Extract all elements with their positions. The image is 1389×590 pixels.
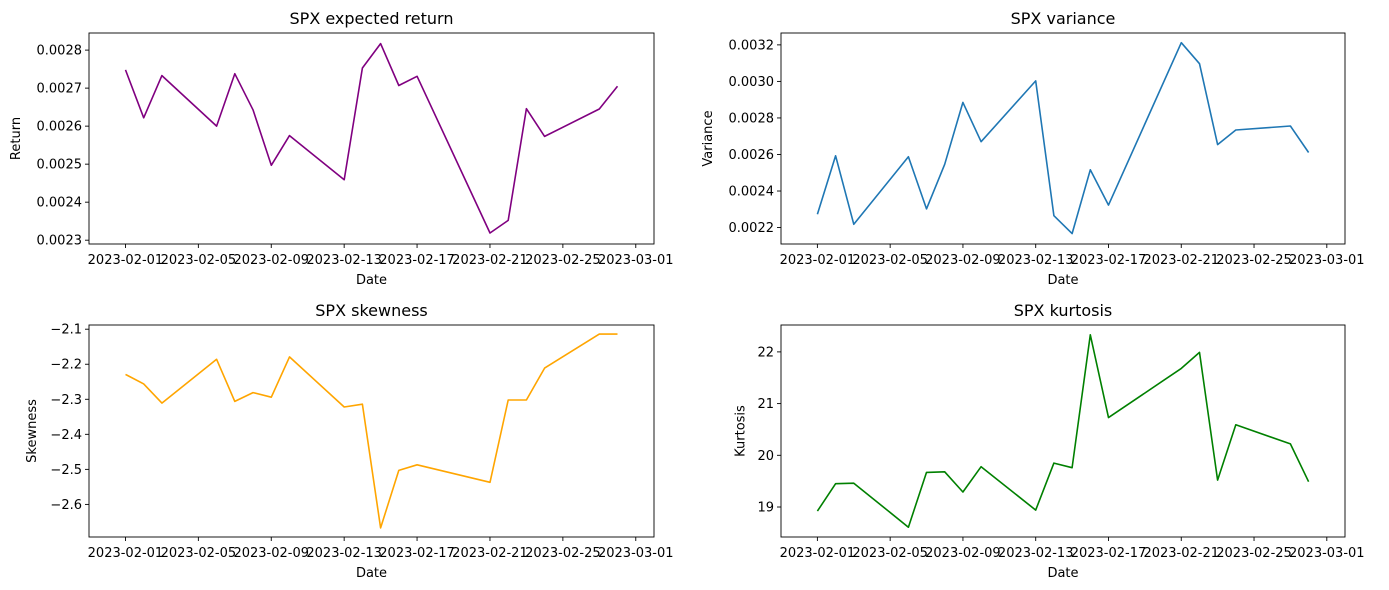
plot-frame [780, 32, 1346, 245]
series-line [816, 41, 1310, 235]
y-tick-label: −2.2 [50, 358, 82, 373]
y-axis-label: Kurtosis [734, 405, 749, 457]
x-tick-label: 2023-02-25 [1216, 546, 1292, 561]
x-axis-label: Date [356, 273, 387, 288]
x-tick-label: 2023-02-09 [925, 546, 1001, 561]
y-tick-label: 0.0022 [729, 221, 775, 236]
return-chart: 2023-02-012023-02-052023-02-092023-02-13… [9, 9, 674, 288]
x-axis-label: Date [1047, 273, 1078, 288]
y-tick-label: 0.0030 [729, 75, 775, 90]
x-tick-label: 2023-02-17 [379, 253, 455, 268]
x-tick-label: 2023-02-13 [998, 546, 1074, 561]
y-tick-label: −2.6 [50, 498, 82, 513]
x-tick-label: 2023-02-01 [88, 546, 164, 561]
y-tick-label: 0.0027 [37, 82, 83, 97]
y-tick-label: 0.0026 [729, 148, 775, 163]
chart-title: SPX expected return [290, 9, 454, 28]
y-tick-label: 19 [757, 501, 774, 516]
x-tick-label: 2023-02-17 [379, 546, 455, 561]
x-tick-label: 2023-02-25 [525, 253, 601, 268]
x-tick-label: 2023-02-25 [525, 546, 601, 561]
y-tick-label: −2.3 [50, 393, 82, 408]
series-line [125, 333, 618, 529]
y-tick-label: 0.0026 [37, 120, 83, 135]
y-tick-label: 21 [757, 397, 774, 412]
y-tick-label: −2.4 [50, 428, 82, 443]
y-tick-label: −2.5 [50, 463, 82, 478]
x-tick-label: 2023-02-01 [88, 253, 164, 268]
x-tick-label: 2023-02-17 [1071, 546, 1147, 561]
y-axis-label: Skewness [25, 399, 40, 463]
y-tick-label: 0.0024 [729, 185, 775, 200]
y-tick-label: −2.1 [50, 323, 82, 338]
x-tick-label: 2023-02-13 [998, 253, 1074, 268]
kurtosis-chart: 2023-02-012023-02-052023-02-092023-02-13… [734, 301, 1365, 581]
x-tick-label: 2023-02-21 [452, 253, 528, 268]
y-tick-label: 0.0032 [729, 38, 775, 53]
y-tick-label: 0.0028 [37, 44, 83, 59]
x-tick-label: 2023-02-09 [925, 253, 1001, 268]
y-tick-label: 0.0028 [729, 111, 775, 126]
series-line [124, 42, 619, 234]
x-tick-label: 2023-02-21 [452, 546, 528, 561]
x-axis-label: Date [356, 566, 387, 581]
y-axis-label: Variance [701, 110, 716, 166]
x-tick-label: 2023-02-17 [1071, 253, 1147, 268]
x-tick-label: 2023-02-05 [852, 546, 928, 561]
skewness-chart: 2023-02-012023-02-052023-02-092023-02-13… [25, 301, 673, 581]
y-tick-label: 22 [757, 345, 774, 360]
y-tick-label: 0.0023 [37, 234, 83, 249]
y-tick-label: 0.0025 [37, 158, 83, 173]
x-tick-label: 2023-03-01 [1289, 253, 1365, 268]
series-line [816, 333, 1310, 529]
x-tick-label: 2023-02-13 [306, 546, 382, 561]
x-tick-label: 2023-02-05 [161, 546, 237, 561]
y-tick-label: 20 [757, 449, 774, 464]
y-tick-label: 0.0024 [37, 196, 83, 211]
chart-title: SPX variance [1011, 9, 1116, 28]
y-axis-label: Return [9, 117, 24, 160]
x-tick-label: 2023-02-05 [161, 253, 237, 268]
x-tick-label: 2023-02-09 [233, 253, 309, 268]
x-tick-label: 2023-02-09 [233, 546, 309, 561]
x-tick-label: 2023-02-05 [852, 253, 928, 268]
x-tick-label: 2023-02-21 [1143, 253, 1219, 268]
chart-title: SPX kurtosis [1014, 301, 1113, 320]
x-tick-label: 2023-03-01 [1289, 546, 1365, 561]
plot-frame [88, 32, 655, 245]
x-axis-label: Date [1047, 566, 1078, 581]
x-tick-label: 2023-03-01 [598, 546, 674, 561]
x-tick-label: 2023-02-01 [780, 253, 856, 268]
plot-frame [780, 324, 1346, 538]
x-tick-label: 2023-02-01 [780, 546, 856, 561]
plot-frame [88, 324, 655, 538]
x-tick-label: 2023-02-13 [306, 253, 382, 268]
chart-title: SPX skewness [315, 301, 427, 320]
x-tick-label: 2023-02-25 [1216, 253, 1292, 268]
x-tick-label: 2023-02-21 [1143, 546, 1219, 561]
x-tick-label: 2023-03-01 [598, 253, 674, 268]
variance-chart: 2023-02-012023-02-052023-02-092023-02-13… [701, 9, 1365, 288]
